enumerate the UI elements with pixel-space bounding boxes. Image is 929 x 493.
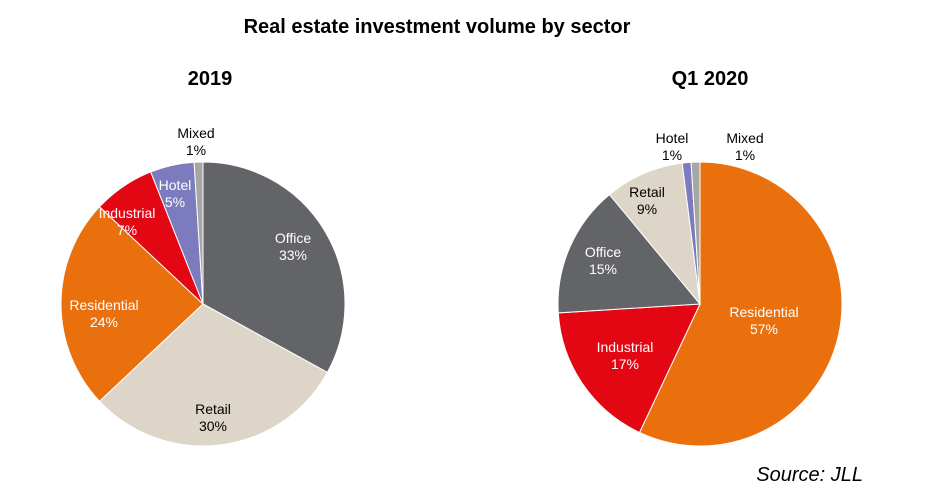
chart-title: Real estate investment volume by sector	[243, 16, 631, 38]
pie-slice-mixed	[690, 161, 701, 305]
pie-slice-residential	[638, 161, 843, 447]
pie-slice-retail	[98, 303, 329, 447]
slice-label-residential: Residential 57%	[729, 304, 798, 337]
source-note: Source: JLL	[756, 464, 863, 486]
slice-label-mixed: Mixed 1%	[726, 130, 763, 163]
pie-slice-mixed	[193, 161, 204, 305]
pie-slice-office	[557, 193, 702, 314]
slice-label-mixed: Mixed 1%	[177, 125, 214, 158]
pie-2019-title: 2019	[187, 68, 233, 90]
slice-label-retail: Retail 30%	[195, 401, 231, 434]
slice-label-industrial: Industrial 7%	[99, 205, 156, 238]
pie-q1-2020: Residential 57% Industrial 17% Office 15%Reta…	[557, 130, 843, 447]
pie-slice-industrial	[557, 303, 701, 434]
slice-label-office: Office 33%	[275, 230, 312, 263]
slice-label-industrial: Industrial 17%	[597, 339, 654, 372]
pie-q1-2020-title: Q1 2020	[671, 68, 749, 90]
slice-label-hotel: Hotel 5%	[159, 177, 192, 210]
pie-2019: Office 33% Retail 30% Residential 24% Industri…	[60, 125, 346, 447]
slice-label-residential: Residential 24%	[69, 297, 138, 330]
slice-label-hotel: Hotel 1%	[656, 130, 689, 163]
pie-slice-office	[202, 161, 346, 374]
pie-slice-residential	[60, 206, 204, 402]
slice-label-retail: Retail 9%	[629, 184, 665, 217]
pie-slice-retail	[608, 162, 701, 306]
slice-label-office: Office 15%	[585, 244, 622, 277]
